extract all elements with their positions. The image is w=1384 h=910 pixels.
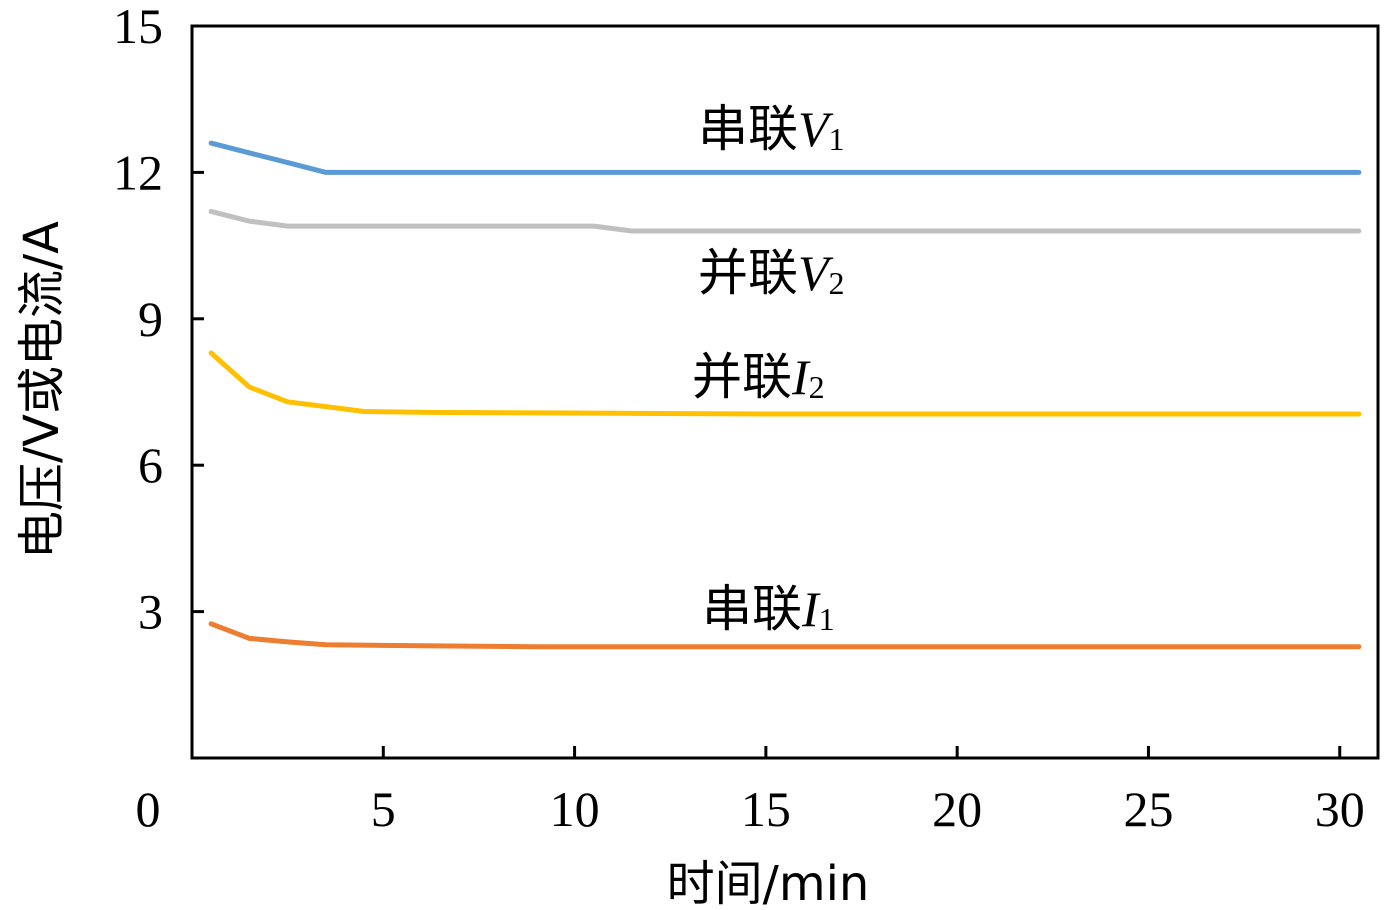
series-labels: 串联V1 并联V2 并联I2 串联I1 [692, 100, 845, 638]
x-tick-label: 30 [1315, 781, 1365, 837]
y-tick-label: 3 [138, 584, 163, 640]
x-tick-label: 0 [136, 781, 161, 837]
x-tick-label: 15 [741, 781, 791, 837]
plot-area-border [190, 24, 1380, 760]
x-axis-title: 时间/min [667, 856, 870, 910]
y-tick-label: 6 [138, 437, 163, 493]
y-tick-label: 15 [113, 0, 163, 54]
x-axis-ticks: 0 5 10 15 20 25 30 [136, 746, 1365, 837]
series-label-4: 串联I1 [702, 580, 835, 638]
series-label-3: 并联I2 [692, 348, 825, 406]
series-line-4 [208, 621, 1362, 650]
series-label-1: 串联V1 [698, 100, 845, 158]
series-line-1 [208, 140, 1362, 175]
series-line-2 [208, 208, 1362, 234]
series-line-3 [208, 350, 1362, 417]
y-tick-label: 12 [113, 144, 163, 200]
plot-frame [190, 24, 1380, 760]
x-tick-label: 20 [932, 781, 982, 837]
series-layer [208, 140, 1362, 650]
x-tick-label: 25 [1123, 781, 1173, 837]
y-tick-label: 9 [138, 291, 163, 347]
series-label-2: 并联V2 [698, 244, 845, 302]
y-axis-title: 电压/V或电流/A [14, 221, 70, 559]
y-axis-ticks: 3 6 9 12 15 [113, 0, 204, 640]
x-tick-label: 10 [550, 781, 600, 837]
x-tick-label: 5 [371, 781, 396, 837]
